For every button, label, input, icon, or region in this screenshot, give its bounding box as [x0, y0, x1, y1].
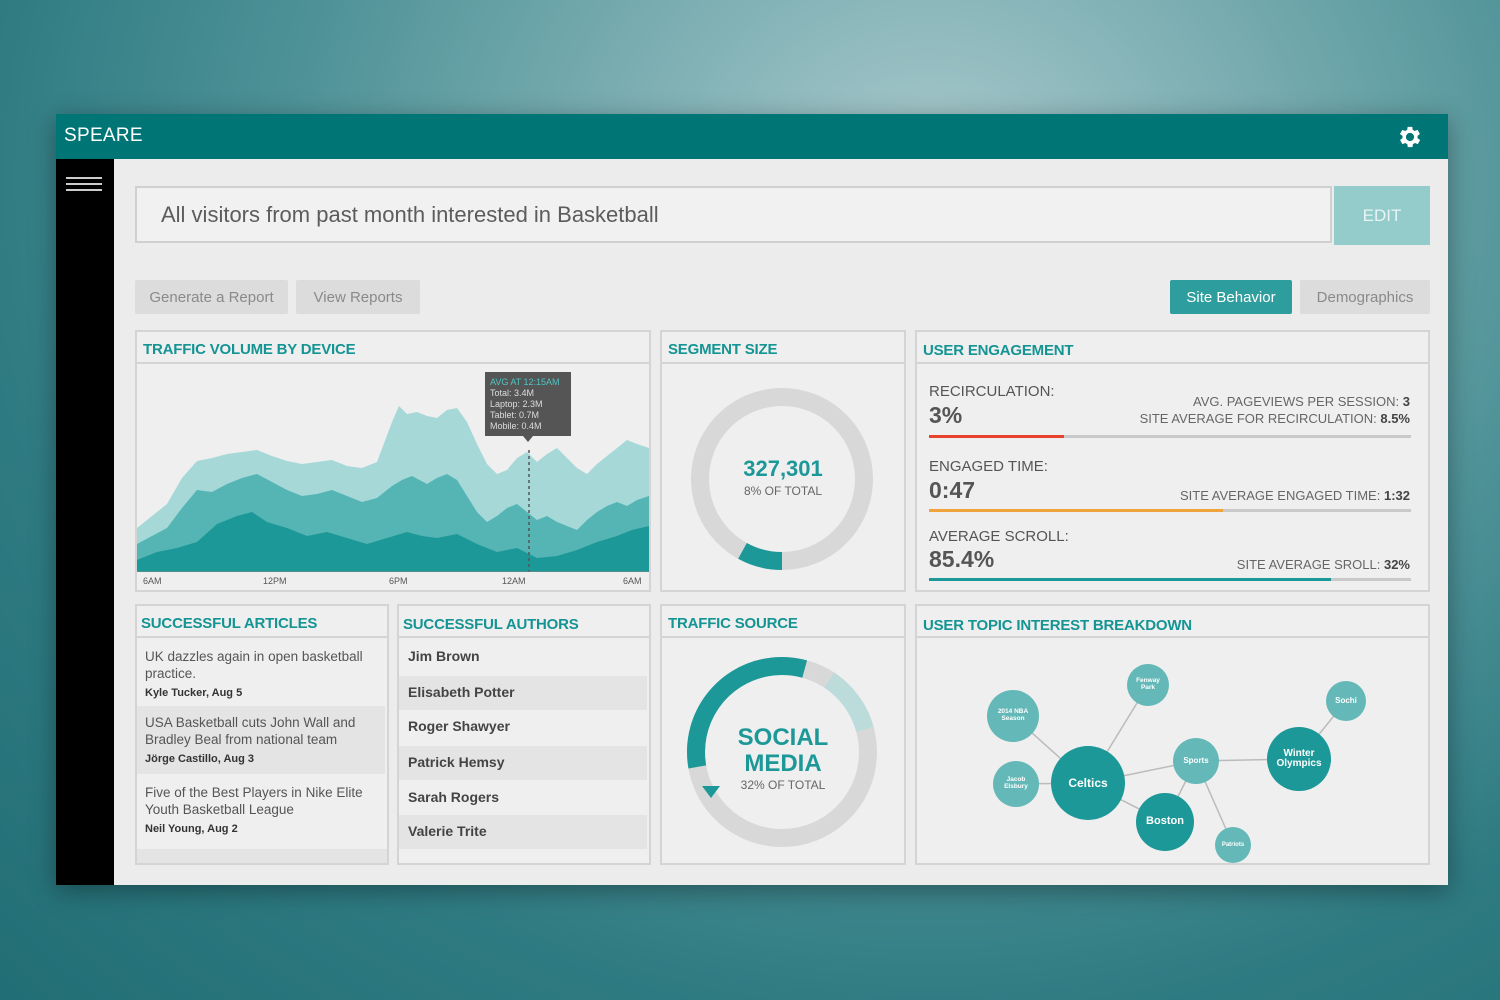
stat-value: 3	[1402, 394, 1410, 409]
segment-size-subtext: 8% OF TOTAL	[743, 484, 823, 498]
engaged-time-bar	[929, 509, 1411, 512]
x-tick-label: 12AM	[502, 576, 526, 586]
author-item[interactable]: Sarah Rogers	[408, 789, 500, 805]
list-row-divider	[137, 849, 387, 863]
segment-donut-chart	[691, 388, 873, 570]
engaged-time-label: ENGAGED TIME:	[929, 458, 1048, 475]
engaged-time-value: 0:47	[929, 477, 976, 503]
panel-title: SUCCESSFUL ARTICLES	[137, 606, 387, 638]
top-bar: SPEARE	[56, 114, 1448, 159]
donut-segment-social	[687, 657, 877, 847]
article-title[interactable]: Five of the Best Players in Nike Elite Y…	[145, 785, 363, 817]
article-meta: Kyle Tucker, Aug 5	[145, 687, 243, 699]
topic-bubble-winter-olympics[interactable]: Winter Olympics	[1267, 727, 1331, 791]
topic-bubble-patriots[interactable]: Patriots	[1215, 827, 1251, 863]
avg-pageviews-stat: AVG. PAGEVIEWS PER SESSION: 3	[1193, 394, 1410, 409]
tooltip-line: Tablet: 0.7M	[490, 410, 540, 420]
topic-bubble-jacob-elsbury[interactable]: Jacob Elsbury	[993, 761, 1039, 807]
segment-size-panel: SEGMENT SIZE 327,301 8% OF TOTAL	[660, 330, 906, 592]
topic-bubble-fenway-park[interactable]: Fenway Park	[1127, 664, 1169, 706]
tooltip-line: Total: 3.4M	[490, 388, 535, 398]
author-item[interactable]: Patrick Hemsy	[399, 746, 647, 780]
topic-bubble-celtics[interactable]: Celtics	[1051, 746, 1125, 820]
traffic-source-panel: TRAFFIC SOURCE SOCIAL MEDIA 32% OF TOTAL	[660, 604, 906, 865]
article-meta: Jörge Castillo, Aug 3	[145, 753, 255, 765]
stat-label: AVG. PAGEVIEWS PER SESSION:	[1193, 394, 1400, 409]
stat-label: SITE AVERAGE SROLL:	[1236, 557, 1381, 572]
site-avg-engaged-time-stat: SITE AVERAGE ENGAGED TIME: 1:32	[1180, 488, 1410, 503]
topic-bubble-boston[interactable]: Boston	[1136, 793, 1194, 851]
article-item[interactable]: UK dazzles again in open basketball prac…	[137, 648, 385, 699]
segment-query-input[interactable]: All visitors from past month interested …	[135, 186, 1332, 243]
average-scroll-label: AVERAGE SCROLL:	[929, 528, 1069, 545]
recirculation-value: 3%	[929, 402, 963, 428]
app-window: SPEARE All visitors from past month inte…	[56, 114, 1448, 885]
tooltip-title: AVG AT 12:15AM	[490, 377, 560, 387]
tab-site-behavior[interactable]: Site Behavior	[1170, 280, 1292, 314]
site-avg-recirculation-stat: SITE AVERAGE FOR RECIRCULATION: 8.5%	[1140, 411, 1410, 426]
article-title[interactable]: USA Basketball cuts John Wall and Bradle…	[145, 715, 356, 747]
segment-donut-fill	[691, 388, 873, 570]
traffic-volume-panel: TRAFFIC VOLUME BY DEVICE 6AM 12PM 6PM 12…	[135, 330, 651, 592]
segment-size-value: 327,301	[743, 456, 823, 481]
stat-value: 8.5%	[1380, 411, 1410, 426]
x-tick-label: 6AM	[623, 576, 642, 586]
article-item[interactable]: USA Basketball cuts John Wall and Bradle…	[137, 706, 385, 774]
average-scroll-bar-fill	[929, 578, 1332, 581]
author-item[interactable]: Elisabeth Potter	[399, 676, 647, 710]
traffic-source-donut-chart	[687, 657, 877, 847]
stat-value: 32%	[1383, 557, 1410, 572]
traffic-source-line1: SOCIAL	[737, 724, 829, 751]
recirculation-bar	[929, 435, 1411, 438]
generate-report-button[interactable]: Generate a Report	[135, 280, 288, 314]
stat-label: SITE AVERAGE ENGAGED TIME:	[1179, 488, 1381, 503]
traffic-source-subtext: 32% OF TOTAL	[740, 778, 826, 792]
brand-logo: SPEARE	[64, 125, 143, 146]
tab-demographics[interactable]: Demographics	[1300, 280, 1430, 314]
stat-value: 1:32	[1383, 488, 1410, 503]
traffic-source-line2: MEDIA	[744, 750, 822, 777]
x-tick-label: 6PM	[389, 576, 408, 586]
gear-icon[interactable]	[1396, 123, 1424, 151]
site-avg-scroll-stat: SITE AVERAGE SROLL: 32%	[1237, 557, 1410, 572]
topic-bubble-sochi[interactable]: Sochi	[1326, 681, 1366, 721]
panel-title: TRAFFIC VOLUME BY DEVICE	[137, 332, 649, 364]
panel-title: USER TOPIC INTEREST BREAKDOWN	[917, 606, 1428, 638]
edit-button[interactable]: EDIT	[1334, 186, 1430, 245]
tooltip-line: Laptop: 2.3M	[490, 399, 543, 409]
chart-series-tablet	[137, 512, 649, 572]
hamburger-menu-icon[interactable]	[66, 177, 102, 197]
panel-title: USER ENGAGEMENT	[917, 332, 1428, 364]
recirculation-bar-fill	[929, 435, 1064, 438]
average-scroll-value: 85.4%	[929, 546, 995, 572]
article-meta: Neil Young, Aug 2	[145, 823, 238, 835]
average-scroll-bar	[929, 578, 1411, 581]
topic-bubble-2014-nba-season[interactable]: 2014 NBA Season	[987, 690, 1039, 742]
panel-title: SEGMENT SIZE	[662, 332, 904, 364]
traffic-area-chart	[137, 406, 649, 572]
article-title[interactable]: UK dazzles again in open basketball prac…	[145, 649, 363, 681]
user-engagement-panel: USER ENGAGEMENT RECIRCULATION: 3% AVG. P…	[915, 330, 1430, 592]
view-reports-button[interactable]: View Reports	[296, 280, 420, 314]
x-tick-label: 12PM	[263, 576, 287, 586]
successful-authors-panel: SUCCESSFUL AUTHORS Jim Brown Elisabeth P…	[397, 604, 651, 865]
stat-label: SITE AVERAGE FOR RECIRCULATION:	[1139, 411, 1377, 426]
topic-bubble-sports[interactable]: Sports	[1173, 738, 1219, 784]
article-item[interactable]: Five of the Best Players in Nike Elite Y…	[137, 784, 385, 835]
donut-arrow	[702, 786, 720, 798]
x-tick-label: 6AM	[143, 576, 162, 586]
successful-articles-panel: SUCCESSFUL ARTICLES UK dazzles again in …	[135, 604, 389, 865]
topic-interest-panel: USER TOPIC INTEREST BREAKDOWN 2014 NBA S…	[915, 604, 1430, 865]
engaged-time-bar-fill	[929, 509, 1224, 512]
recirculation-label: RECIRCULATION:	[929, 383, 1055, 400]
author-item[interactable]: Jim Brown	[408, 648, 480, 664]
author-item[interactable]: Valerie Trite	[399, 815, 647, 849]
panel-title: SUCCESSFUL AUTHORS	[399, 606, 649, 638]
tooltip-line: Mobile: 0.4M	[490, 421, 542, 431]
panel-title: TRAFFIC SOURCE	[662, 606, 904, 638]
sidebar	[56, 159, 114, 885]
author-item[interactable]: Roger Shawyer	[408, 718, 510, 734]
chart-tooltip: AVG AT 12:15AM Total: 3.4M Laptop: 2.3M …	[485, 372, 571, 442]
